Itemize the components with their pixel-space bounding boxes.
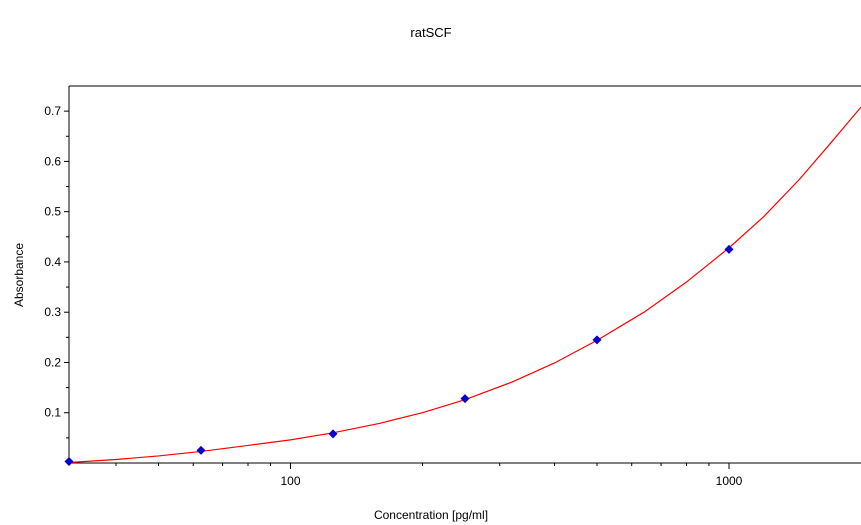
y-tick-label: 0.5 — [44, 205, 61, 219]
fit-curve-layer — [68, 106, 861, 464]
data-point-marker — [460, 394, 470, 404]
data-point-marker — [196, 445, 206, 455]
y-tick-label: 0.2 — [44, 355, 61, 369]
x-axis-title: Concentration [pg/ml] — [374, 508, 488, 522]
x-tick-label: 1000 — [716, 474, 743, 488]
y-tick-label: 0.6 — [44, 154, 61, 168]
chart-title: ratSCF — [410, 25, 451, 40]
data-point-marker — [64, 456, 74, 466]
y-tick-label: 0.3 — [44, 305, 61, 319]
x-axis-ticks: 100 1000 — [115, 463, 743, 488]
y-tick-label: 0.1 — [44, 406, 61, 420]
data-point-marker — [328, 429, 338, 439]
data-point-marker — [724, 244, 734, 254]
y-tick-label: 0.7 — [44, 104, 61, 118]
y-tick-label: 0.4 — [44, 255, 61, 269]
data-points-layer — [64, 244, 734, 466]
x-tick-label: 100 — [280, 474, 300, 488]
y-axis-ticks: 0.1 0.2 0.3 0.4 0.5 0.6 0.7 — [44, 104, 69, 439]
data-point-marker — [592, 335, 602, 345]
fit-curve-line — [68, 106, 861, 464]
y-axis-title: Absorbance — [12, 243, 26, 307]
